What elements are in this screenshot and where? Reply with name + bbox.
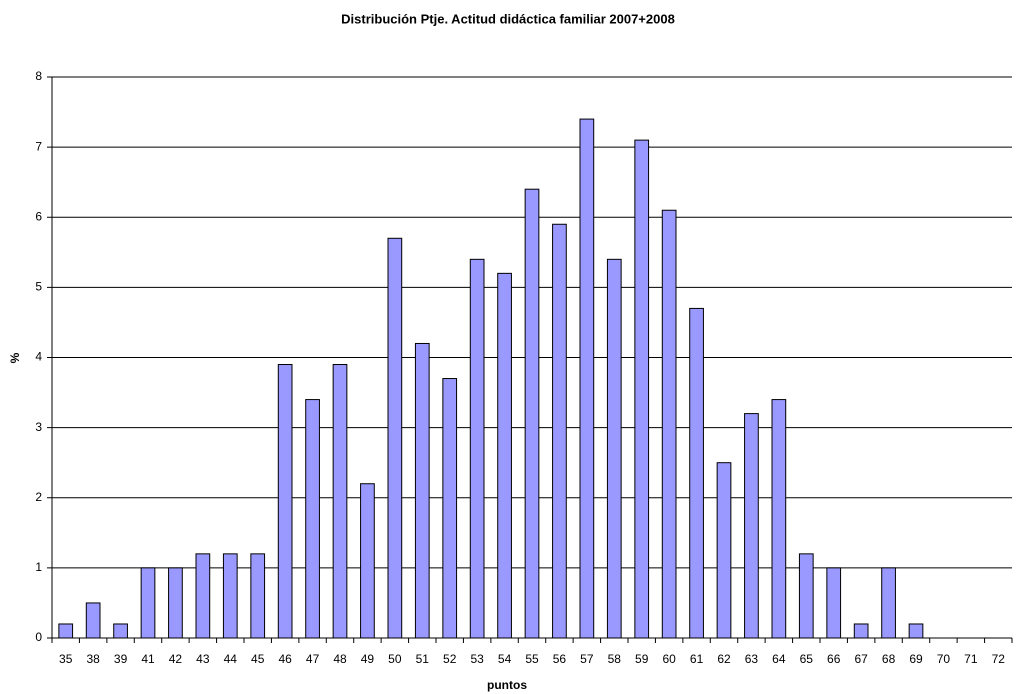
x-tick-label: 67 (854, 652, 868, 666)
y-tick-label: 4 (35, 350, 42, 364)
x-tick-label: 51 (416, 652, 430, 666)
x-tick-label: 66 (827, 652, 841, 666)
x-tick-label: 56 (553, 652, 567, 666)
bar (689, 307, 704, 639)
bar (168, 567, 183, 639)
x-tick-label: 62 (717, 652, 731, 666)
x-tick-label: 48 (333, 652, 347, 666)
bar (85, 602, 101, 639)
bar (58, 623, 74, 639)
bar (744, 413, 759, 639)
x-tick-label: 70 (937, 652, 951, 666)
x-axis-label: puntos (487, 678, 527, 692)
bar (195, 553, 211, 639)
y-tick-label: 7 (35, 139, 42, 153)
bar (853, 623, 869, 639)
x-tick-label: 64 (772, 652, 786, 666)
x-tick-label: 46 (278, 652, 292, 666)
bar (579, 118, 595, 639)
bar (305, 399, 320, 639)
x-tick-label: 61 (690, 652, 704, 666)
x-tick-label: 54 (498, 652, 512, 666)
x-tick-label: 42 (169, 652, 183, 666)
x-tick-label: 50 (388, 652, 402, 666)
bar (826, 567, 842, 639)
chart-title: Distribución Ptje. Actitud didáctica fam… (341, 11, 675, 26)
bar (908, 623, 924, 639)
bar (524, 188, 540, 639)
bar (387, 237, 403, 639)
x-tick-label: 52 (443, 652, 457, 666)
bar (634, 139, 650, 639)
bar (442, 378, 458, 639)
x-tick-label: 38 (86, 652, 100, 666)
bar (222, 553, 238, 639)
x-tick-label: 60 (662, 652, 676, 666)
x-tick-label: 68 (882, 652, 896, 666)
x-tick-label: 49 (361, 652, 375, 666)
bar (798, 553, 814, 639)
y-tick-label: 2 (35, 490, 42, 504)
bar (360, 483, 375, 639)
bar (250, 553, 266, 639)
x-tick-label: 55 (525, 652, 539, 666)
bar (771, 399, 787, 639)
x-tick-label: 63 (745, 652, 759, 666)
y-tick-label: 0 (35, 630, 42, 644)
bar (606, 258, 622, 639)
bar (277, 364, 293, 639)
x-tick-label: 72 (992, 652, 1006, 666)
x-tick-label: 43 (196, 652, 210, 666)
x-tick-label: 71 (964, 652, 978, 666)
y-axis-label: % (8, 352, 22, 363)
x-tick-label: 58 (608, 652, 622, 666)
x-tick-label: 45 (251, 652, 265, 666)
bar (332, 364, 348, 639)
bar (716, 462, 732, 639)
y-tick-label: 3 (35, 420, 42, 434)
y-tick-label: 5 (35, 280, 42, 294)
x-tick-label: 57 (580, 652, 594, 666)
y-tick-label: 6 (35, 209, 42, 223)
x-tick-label: 39 (114, 652, 128, 666)
bar (881, 567, 896, 639)
x-tick-label: 35 (59, 652, 73, 666)
x-tick-label: 41 (141, 652, 155, 666)
x-tick-label: 53 (470, 652, 484, 666)
bar (140, 567, 156, 639)
x-tick-label: 44 (224, 652, 238, 666)
x-tick-label: 59 (635, 652, 649, 666)
x-tick-label: 65 (800, 652, 814, 666)
y-tick-label: 8 (35, 69, 42, 83)
bar (113, 623, 128, 639)
x-tick-label: 47 (306, 652, 320, 666)
bar (497, 272, 512, 639)
bar (469, 258, 485, 639)
y-tick-label: 1 (35, 560, 42, 574)
bar (661, 209, 677, 639)
bar (414, 342, 430, 639)
x-tick-label: 69 (909, 652, 923, 666)
bar (552, 223, 567, 639)
